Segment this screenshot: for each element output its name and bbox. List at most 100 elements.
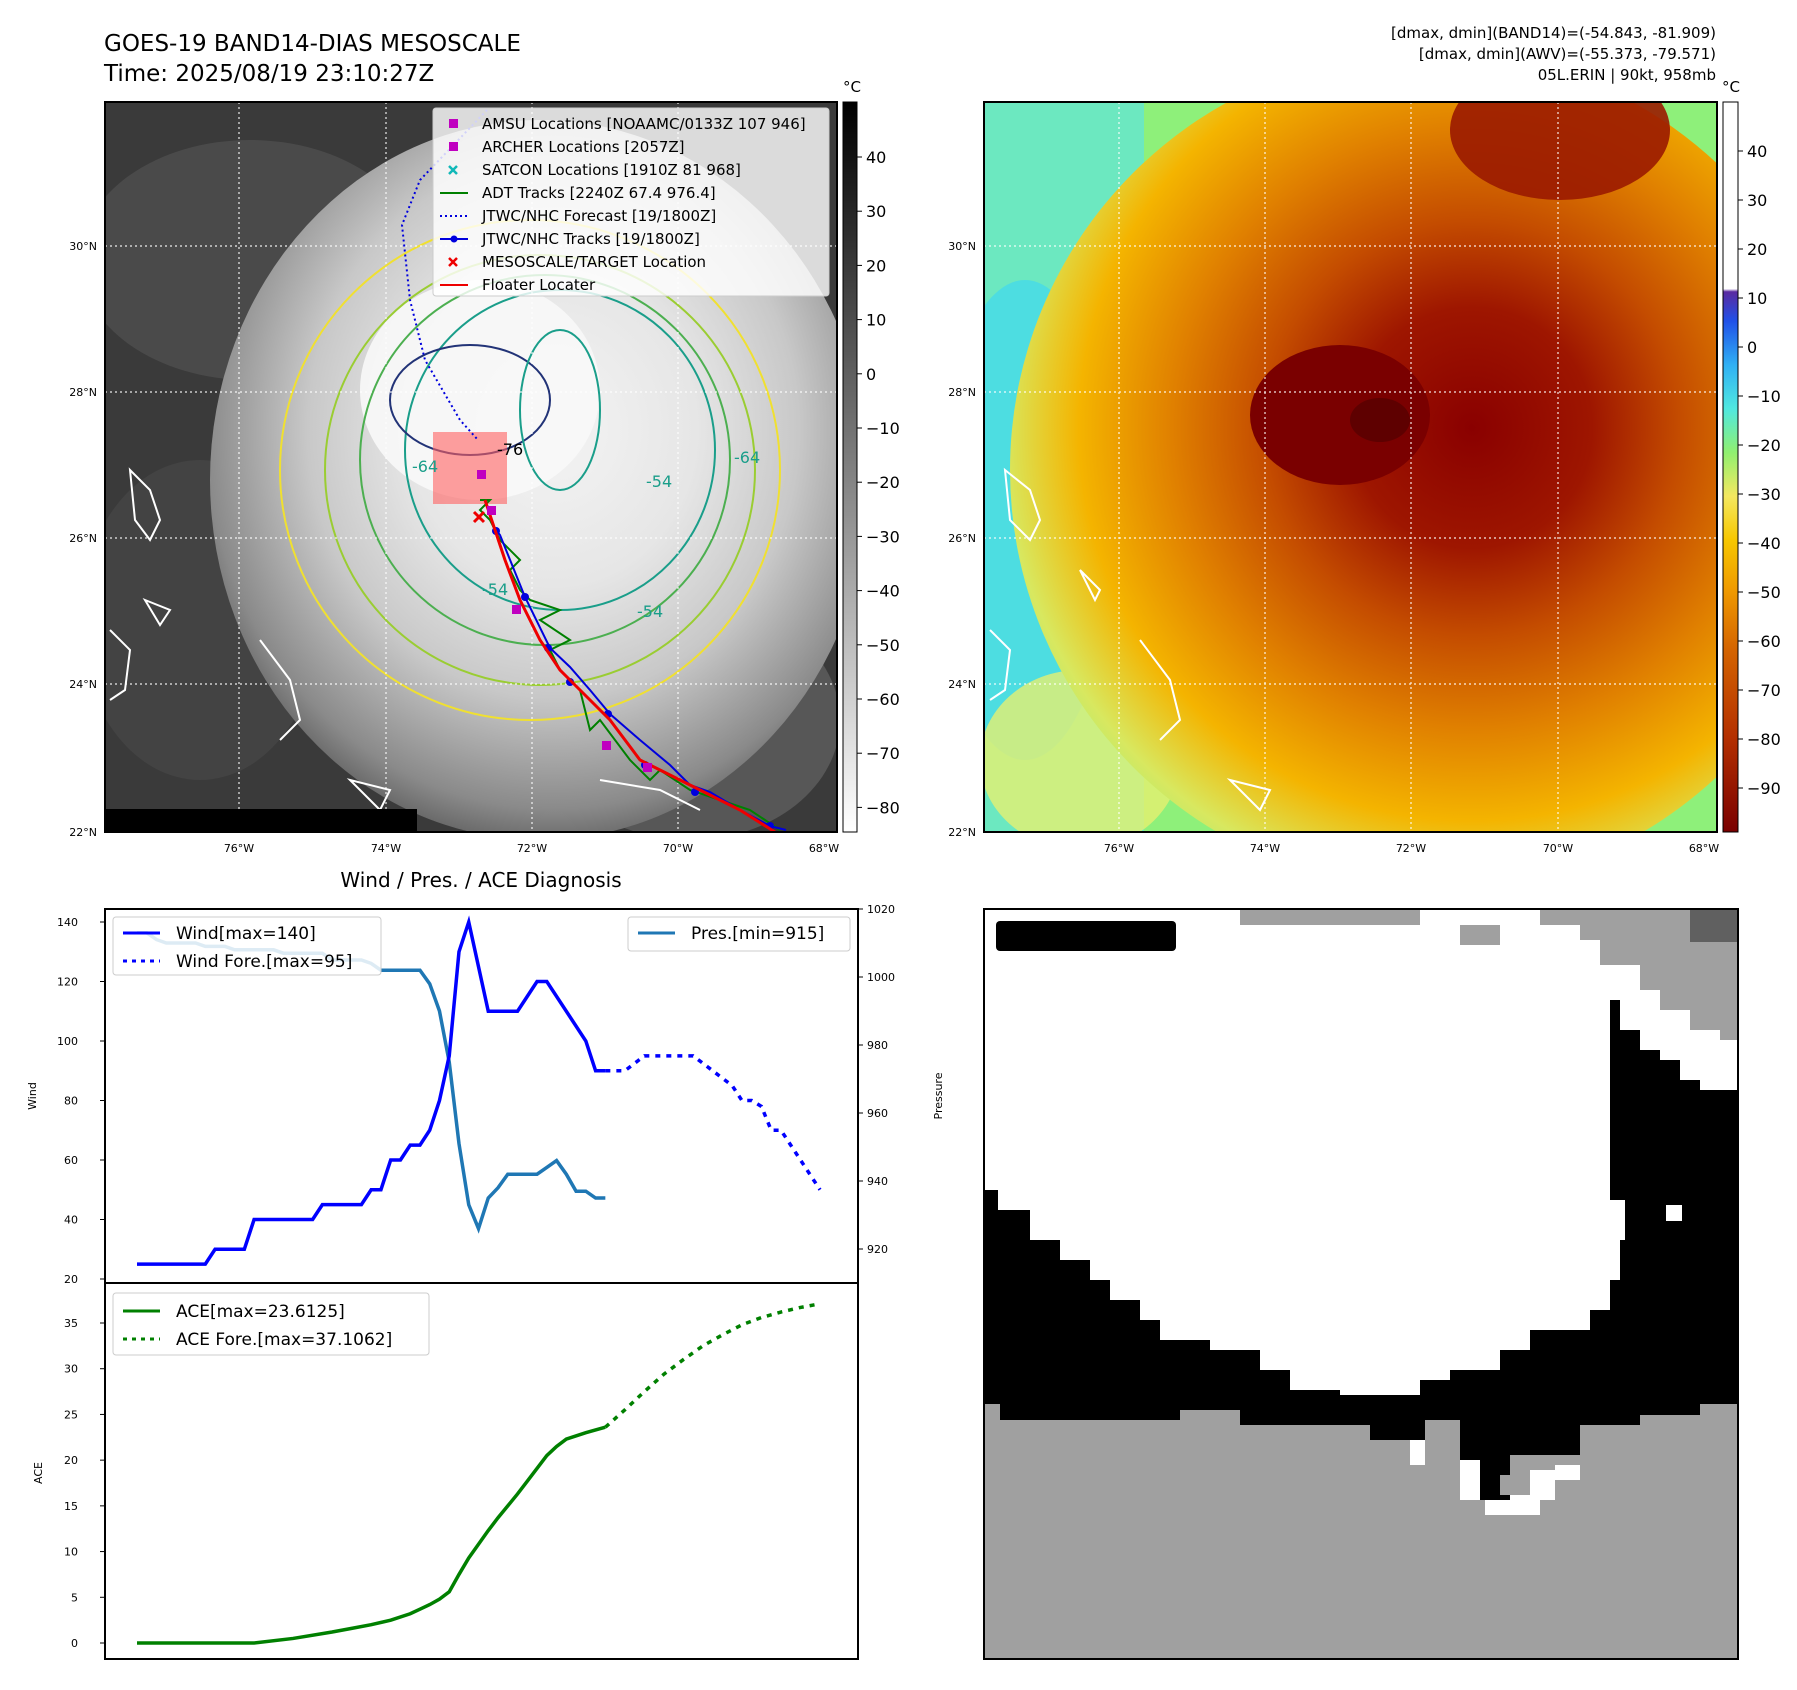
contour-label: -54	[646, 472, 672, 491]
wind-legend-label: Wind[max=140]	[176, 924, 316, 944]
legend-label: AMSU Locations [NOAAMC/0133Z 107 946]	[482, 115, 806, 133]
enhanced-colorbar-tick: −50	[1747, 583, 1781, 602]
enhanced-colorbar: °C 40 30 20 10 0 −10 −20 −30 −40 −50 −60 −70 −80 −90	[1722, 78, 1781, 833]
enhanced-colorbar-tick: −40	[1747, 534, 1781, 553]
ace-forecast-series-line	[604, 1302, 821, 1429]
map1-lat-label: 26°N	[69, 532, 97, 545]
legend-swatch-square	[449, 119, 458, 128]
enhanced-colorbar-tick: 0	[1747, 338, 1757, 357]
ace-tick: 35	[64, 1317, 78, 1330]
map2-lat-label: 28°N	[948, 386, 976, 399]
contour-label: -64	[734, 448, 760, 467]
ace-tick: 25	[64, 1408, 78, 1421]
floater-box	[433, 432, 507, 504]
enhanced-colorbar-tick: −10	[1747, 387, 1781, 406]
map1-lon-label: 70°W	[663, 842, 693, 855]
ir-colorbar-tick: 0	[866, 365, 876, 384]
stats-line3: 05L.ERIN | 90kt, 958mb	[1538, 66, 1716, 84]
map1-lon-label: 74°W	[371, 842, 401, 855]
target-marker	[472, 510, 486, 524]
map2-lat-label: 22°N	[948, 826, 976, 839]
contour-label: -54	[637, 602, 663, 621]
ace-tick: 5	[71, 1591, 78, 1604]
legend-label: JTWC/NHC Tracks [19/1800Z]	[481, 230, 700, 248]
wmg-count-label: WMG Count: 0	[1003, 926, 1156, 948]
enhanced-colorbar-tick: −70	[1747, 681, 1781, 700]
ace-fore-legend-label: ACE Fore.[max=37.1062]	[176, 1330, 392, 1350]
enhanced-colorbar-tick: 40	[1747, 142, 1767, 161]
map-legend: AMSU Locations [NOAAMC/0133Z 107 946] ARC…	[432, 107, 830, 297]
map1-lat-label: 22°N	[69, 826, 97, 839]
pressure-tick: 1000	[867, 971, 895, 984]
legend-swatch-line-dot	[440, 235, 468, 243]
enhanced-colorbar-tick: −30	[1747, 485, 1781, 504]
enhanced-colorbar-tick: 10	[1747, 289, 1767, 308]
wind-axis-label: Wind	[26, 1082, 39, 1110]
enhanced-colorbar-tick: −60	[1747, 632, 1781, 651]
map1-lon-label: 76°W	[224, 842, 254, 855]
ace-legend: ACE[max=23.6125] ACE Fore.[max=37.1062]	[112, 1292, 430, 1356]
legend-swatch-square	[449, 142, 458, 151]
ir-colorbar-tick: −40	[866, 582, 900, 601]
contour-label: -64	[412, 457, 438, 476]
enhanced-colorbar-tick: 30	[1747, 191, 1767, 210]
map2-lat-label: 30°N	[948, 240, 976, 253]
wind-series-line	[137, 915, 606, 1266]
pressure-tick: 940	[867, 1175, 888, 1188]
enhanced-colorbar-tick: −90	[1747, 779, 1781, 798]
ir-colorbar: °C 40 30 20 10 0 −10 −20 −30 −40 −50 −60 −70 −80	[842, 78, 900, 833]
wmg-dark-region	[1690, 909, 1738, 942]
wind-tick: 20	[64, 1273, 78, 1286]
enhanced-map-panel	[983, 101, 1718, 833]
pressure-axis-label: Pressure	[932, 1072, 945, 1119]
enhanced-map-frame	[983, 101, 1718, 833]
map2-lon-label: 68°W	[1689, 842, 1719, 855]
wind-tick: 100	[57, 1035, 78, 1048]
legend-label: SATCON Locations [1910Z 81 968]	[482, 161, 741, 179]
map1-lat-label: 24°N	[69, 678, 97, 691]
map2-lat-label: 26°N	[948, 532, 976, 545]
wind-tick: 140	[57, 916, 78, 929]
wmg-frame	[983, 908, 1739, 1660]
contour-label: -76	[497, 440, 523, 459]
map2-lon-label: 72°W	[1396, 842, 1426, 855]
map1-lon-label: 72°W	[517, 842, 547, 855]
wind-forecast-series-line	[605, 1054, 822, 1191]
title-line1: GOES-19 BAND14-DIAS MESOSCALE	[104, 31, 521, 57]
enhanced-colorbar-tick: 20	[1747, 240, 1767, 259]
wmg-count-badge: WMG Count: 0	[996, 921, 1176, 951]
copyright-badge: Copyright © 2020-2025 Dapiya	[104, 809, 417, 832]
ir-colorbar-tick: −20	[866, 473, 900, 492]
stats-line2: [dmax, dmin](AWV)=(-55.373, -79.571)	[1419, 45, 1716, 63]
legend-label: ADT Tracks [2240Z 67.4 976.4]	[482, 184, 716, 202]
ir-colorbar-tick: −30	[866, 527, 900, 546]
amsu-archer-markers	[477, 470, 652, 772]
legend-swatch-x	[448, 165, 458, 175]
wind-tick: 120	[57, 976, 78, 989]
wmg-panel: WMG Count: 0	[983, 908, 1739, 1660]
map1-lat-label: 28°N	[69, 386, 97, 399]
wind-tick: 80	[64, 1095, 78, 1108]
enhanced-colorbar-unit: °C	[1722, 78, 1740, 96]
ir-colorbar-tick: −80	[866, 798, 900, 817]
ir-colorbar-tick: 40	[866, 148, 886, 167]
legend-label: ARCHER Locations [2057Z]	[482, 138, 685, 156]
diagnosis-title: Wind / Pres. / ACE Diagnosis	[340, 868, 621, 892]
pressure-tick: 920	[867, 1243, 888, 1256]
copyright-text: Copyright © 2020-2025 Dapiya	[108, 812, 387, 831]
ir-colorbar-tick: −70	[866, 744, 900, 763]
ace-legend-label: ACE[max=23.6125]	[176, 1302, 345, 1322]
wind-legend: Wind[max=140] Wind Fore.[max=95]	[112, 916, 382, 976]
wmg-grey-bottom	[984, 1404, 1738, 1659]
pressure-tick: 980	[867, 1039, 888, 1052]
map1-lon-label: 68°W	[809, 842, 839, 855]
wind-pressure-chart: 140 120 100 80 60 40 20 1020 1000 980 960 940 920 W…	[26, 903, 945, 1286]
floater-locater-line	[483, 499, 776, 832]
ace-chart: 35 30 25 20 15 10 5 0 ACE ACE[max=23.6125] ACE …	[32, 1282, 859, 1660]
pressure-legend-label: Pres.[min=915]	[691, 924, 824, 944]
legend-swatch-x	[448, 257, 458, 267]
wind-tick: 40	[64, 1214, 78, 1227]
ir-map-panel: -76 -64 -54 -54 -54 -64 AMSU Locations […	[104, 101, 838, 833]
enhanced-colorbar-tick: −80	[1747, 730, 1781, 749]
jtwc-forecast-track	[400, 109, 488, 441]
